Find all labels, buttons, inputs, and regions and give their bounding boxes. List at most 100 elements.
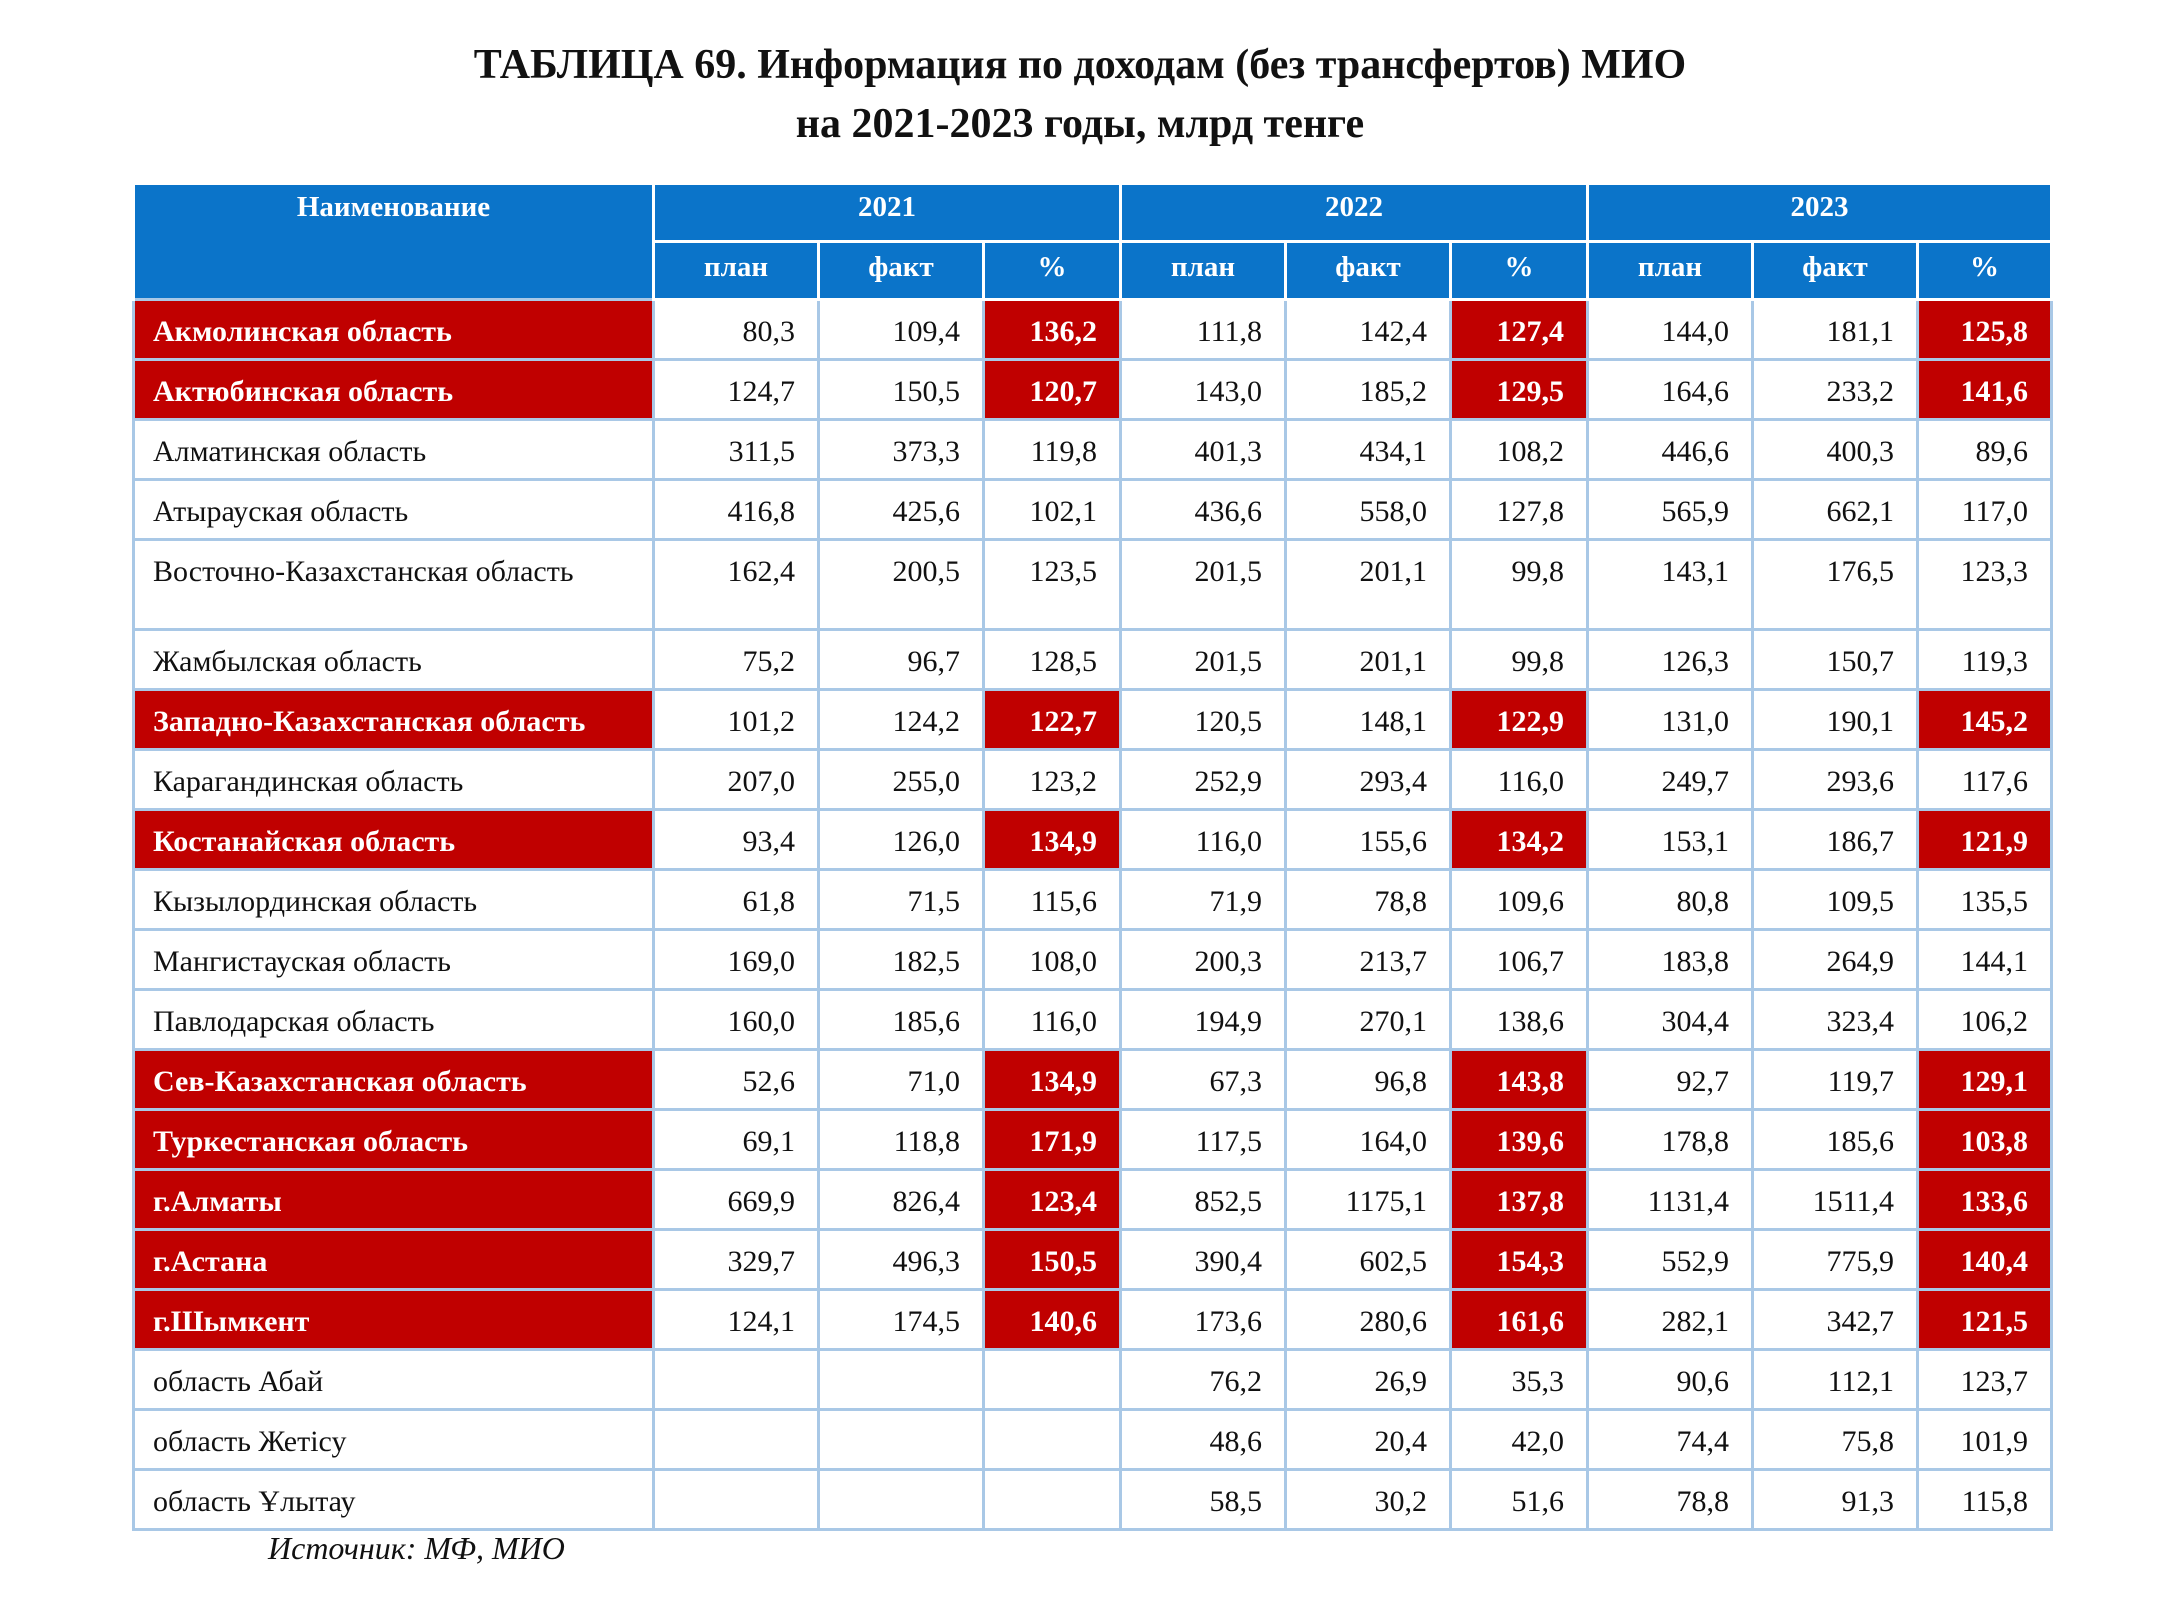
fact-cell: 185,6 <box>817 988 985 1051</box>
percent-cell: 106,7 <box>1449 928 1590 991</box>
percent-cell: 150,5 <box>981 1228 1123 1291</box>
region-name: Костанайская область <box>132 808 655 871</box>
plan-cell: 282,1 <box>1586 1288 1755 1351</box>
table-row: г.Астана 329,7 496,3 150,5 390,4 602,5 154,3 55… <box>132 1228 2054 1291</box>
percent-cell: 140,4 <box>1916 1228 2054 1291</box>
fact-cell: 75,8 <box>1751 1408 1920 1471</box>
fact-cell: 264,9 <box>1751 928 1920 991</box>
percent-cell: 125,8 <box>1916 298 2054 361</box>
fact-cell: 213,7 <box>1284 928 1453 991</box>
plan-cell: 329,7 <box>652 1228 820 1291</box>
fact-cell: 255,0 <box>817 748 985 811</box>
fact-cell: 293,4 <box>1284 748 1453 811</box>
plan-cell: 249,7 <box>1586 748 1755 811</box>
fact-cell: 233,2 <box>1751 358 1920 421</box>
percent-cell <box>981 1468 1123 1531</box>
fact-cell: 182,5 <box>817 928 985 991</box>
table-row: Западно-Казахстанская область 101,2 124,2 1… <box>132 688 2054 751</box>
percent-cell: 122,9 <box>1449 688 1590 751</box>
fact-cell: 434,1 <box>1284 418 1453 481</box>
percent-cell: 139,6 <box>1449 1108 1590 1171</box>
fact-cell: 112,1 <box>1751 1348 1920 1411</box>
table-row: Туркестанская область 69,1 118,8 171,9 117,5… <box>132 1108 2054 1171</box>
percent-cell: 123,5 <box>981 538 1123 631</box>
percent-cell: 123,3 <box>1916 538 2054 631</box>
plan-cell: 446,6 <box>1586 418 1755 481</box>
region-name: Кызылординская область <box>132 868 655 931</box>
plan-cell: 852,5 <box>1119 1168 1288 1231</box>
fact-cell: 400,3 <box>1751 418 1920 481</box>
fact-cell: 91,3 <box>1751 1468 1920 1531</box>
plan-cell: 126,3 <box>1586 628 1755 691</box>
fact-cell: 201,1 <box>1284 628 1453 691</box>
plan-cell: 74,4 <box>1586 1408 1755 1471</box>
table-row: Павлодарская область 160,0 185,6 116,0 194,9… <box>132 988 2054 1051</box>
fact-cell: 323,4 <box>1751 988 1920 1051</box>
percent-cell: 144,1 <box>1916 928 2054 991</box>
plan-cell: 144,0 <box>1586 298 1755 361</box>
plan-cell: 124,7 <box>652 358 820 421</box>
plan-cell: 436,6 <box>1119 478 1288 541</box>
fact-cell: 270,1 <box>1284 988 1453 1051</box>
header-year-2021: 2021 <box>651 182 1123 243</box>
plan-cell: 200,3 <box>1119 928 1288 991</box>
plan-cell: 58,5 <box>1119 1468 1288 1531</box>
percent-cell: 145,2 <box>1916 688 2054 751</box>
percent-cell: 116,0 <box>981 988 1123 1051</box>
percent-cell: 35,3 <box>1449 1348 1590 1411</box>
header-fact: факт <box>1284 240 1453 301</box>
percent-cell: 117,6 <box>1916 748 2054 811</box>
table-row: Атырауская область 416,8 425,6 102,1 436,6 55… <box>132 478 2054 541</box>
plan-cell: 120,5 <box>1119 688 1288 751</box>
fact-cell <box>817 1468 985 1531</box>
plan-cell: 207,0 <box>652 748 820 811</box>
table-row: Жамбылская область 75,2 96,7 128,5 201,5 201,… <box>132 628 2054 691</box>
percent-cell: 133,6 <box>1916 1168 2054 1231</box>
table-row: г.Шымкент 124,1 174,5 140,6 173,6 280,6 161,6 2… <box>132 1288 2054 1351</box>
region-name: Акмолинская область <box>132 298 655 361</box>
table-row: Алматинская область 311,5 373,3 119,8 401,3 4… <box>132 418 2054 481</box>
table-title: ТАБЛИЦА 69. Информация по доходам (без т… <box>0 36 2160 154</box>
plan-cell: 48,6 <box>1119 1408 1288 1471</box>
region-name: г.Шымкент <box>132 1288 655 1351</box>
table-row: Костанайская область 93,4 126,0 134,9 116,0 1… <box>132 808 2054 871</box>
percent-cell <box>981 1348 1123 1411</box>
fact-cell: 190,1 <box>1751 688 1920 751</box>
plan-cell: 131,0 <box>1586 688 1755 751</box>
title-line-2: на 2021-2023 годы, млрд тенге <box>795 101 1365 147</box>
percent-cell: 134,9 <box>981 808 1123 871</box>
percent-cell: 171,9 <box>981 1108 1123 1171</box>
fact-cell: 150,7 <box>1751 628 1920 691</box>
plan-cell: 67,3 <box>1119 1048 1288 1111</box>
fact-cell: 342,7 <box>1751 1288 1920 1351</box>
header-percent: % <box>981 240 1123 301</box>
percent-cell: 123,7 <box>1916 1348 2054 1411</box>
percent-cell: 115,6 <box>981 868 1123 931</box>
source-note: Источник: МФ, МИО <box>268 1530 565 1566</box>
percent-cell: 134,2 <box>1449 808 1590 871</box>
region-name: Карагандинская область <box>132 748 655 811</box>
fact-cell: 558,0 <box>1284 478 1453 541</box>
percent-cell: 140,6 <box>981 1288 1123 1351</box>
region-name: Жамбылская область <box>132 628 655 691</box>
fact-cell: 185,6 <box>1751 1108 1920 1171</box>
title-line-1: ТАБЛИЦА 69. Информация по доходам (без т… <box>473 42 1687 88</box>
percent-cell: 122,7 <box>981 688 1123 751</box>
plan-cell: 80,8 <box>1586 868 1755 931</box>
plan-cell: 101,2 <box>652 688 820 751</box>
plan-cell: 552,9 <box>1586 1228 1755 1291</box>
table-row: Акмолинская область 80,3 109,4 136,2 111,8 14… <box>132 298 2054 361</box>
fact-cell: 109,4 <box>817 298 985 361</box>
plan-cell <box>652 1348 820 1411</box>
plan-cell: 390,4 <box>1119 1228 1288 1291</box>
region-name: Западно-Казахстанская область <box>132 688 655 751</box>
fact-cell <box>817 1348 985 1411</box>
percent-cell: 116,0 <box>1449 748 1590 811</box>
plan-cell: 401,3 <box>1119 418 1288 481</box>
percent-cell: 89,6 <box>1916 418 2054 481</box>
plan-cell: 93,4 <box>652 808 820 871</box>
percent-cell: 108,2 <box>1449 418 1590 481</box>
plan-cell: 75,2 <box>652 628 820 691</box>
percent-cell: 136,2 <box>981 298 1123 361</box>
fact-cell: 20,4 <box>1284 1408 1453 1471</box>
